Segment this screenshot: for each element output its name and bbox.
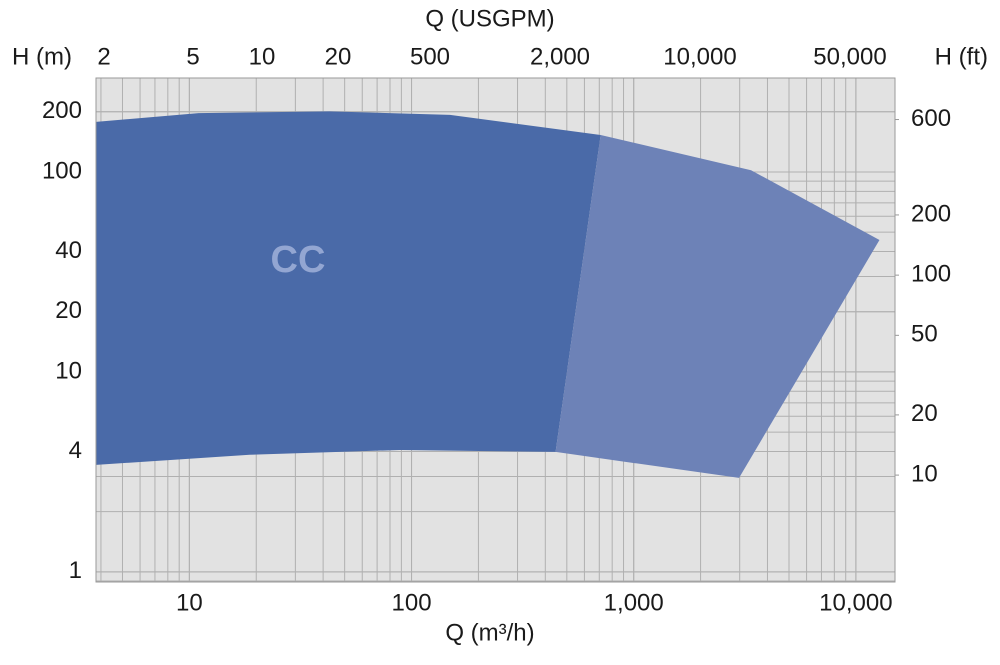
y2-tick-label: 10 xyxy=(911,460,938,487)
x-tick-label: 10 xyxy=(176,589,203,616)
y2-tick-label: 200 xyxy=(911,200,951,227)
y2-tick-label: 50 xyxy=(911,321,938,348)
y-axis-title: H (m) xyxy=(12,43,72,70)
y2-tick-label: 20 xyxy=(911,400,938,427)
coverage-region xyxy=(96,111,601,465)
coverage-region xyxy=(555,135,880,478)
x-tick-label: 1,000 xyxy=(604,589,664,616)
x2-tick-label: 5 xyxy=(186,43,199,70)
y-tick-label: 40 xyxy=(55,237,82,264)
x2-tick-label: 20 xyxy=(325,43,352,70)
plot-border xyxy=(95,77,896,583)
x2-tick-label: 10 xyxy=(249,43,276,70)
x-axis-title: Q (m³/h) xyxy=(445,619,534,646)
x-tick-label: 10,000 xyxy=(819,589,892,616)
x2-tick-label: 10,000 xyxy=(663,43,736,70)
y-tick-label: 20 xyxy=(55,297,82,324)
x2-axis-title: Q (USGPM) xyxy=(425,5,554,32)
x2-tick-label: 2,000 xyxy=(530,43,590,70)
x2-tick-label: 2 xyxy=(97,43,110,70)
y2-tick-label: 100 xyxy=(911,260,951,287)
y-tick-label: 200 xyxy=(42,97,82,124)
y-tick-label: 10 xyxy=(55,357,82,384)
y-tick-label: 4 xyxy=(69,437,82,464)
y2-tick-label: 600 xyxy=(911,105,951,132)
x2-tick-label: 500 xyxy=(410,43,450,70)
region-label: CC xyxy=(271,239,326,281)
x2-tick-label: 50,000 xyxy=(813,43,886,70)
y2-axis-title: H (ft) xyxy=(935,43,988,70)
y-tick-label: 100 xyxy=(42,157,82,184)
x-tick-label: 100 xyxy=(392,589,432,616)
y-tick-label: 1 xyxy=(69,557,82,584)
